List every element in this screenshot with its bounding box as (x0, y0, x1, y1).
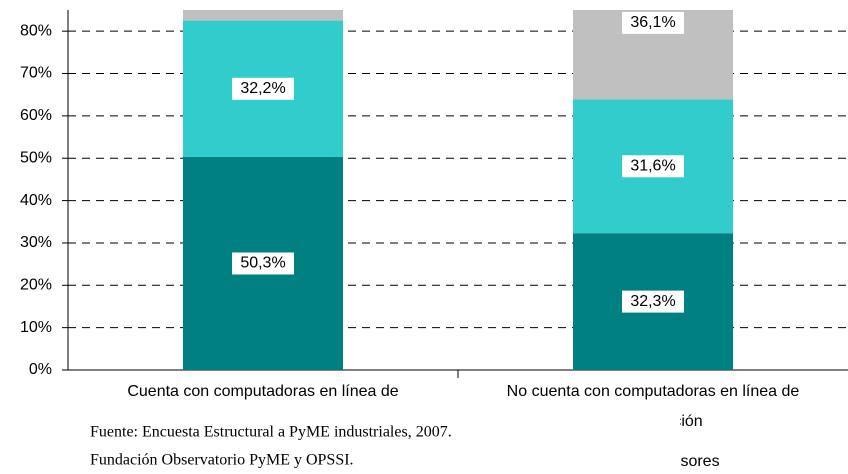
labels: 50,3% 32,2% Cuenta con computadoras en lín… (80, 11, 800, 474)
data-label-box (622, 155, 684, 178)
x-tick-label: No cuenta con computadoras en línea de (507, 383, 800, 400)
data-label-box (622, 11, 684, 34)
source-box (80, 408, 680, 474)
x-tick-label: Cuenta con computadoras en línea de (127, 383, 398, 400)
y-tick-label: 70% (20, 65, 52, 82)
data-label: 32,2% (240, 80, 285, 97)
data-label-box (232, 77, 294, 100)
data-label: 31,6% (630, 158, 675, 175)
y-tick-label: 20% (20, 277, 52, 294)
source-note: Fuente: Encuesta Estructural a PyME indu… (90, 424, 452, 441)
bars (183, 10, 733, 370)
y-tick-label: 50% (20, 149, 52, 166)
data-label: 32,3% (630, 293, 675, 310)
source-note: Fundación Observatorio PyME y OPSSI. (90, 452, 354, 469)
x-label-fragment: ción (673, 413, 702, 430)
data-label-box (232, 252, 294, 275)
data-label-box (622, 290, 684, 313)
x-label-fragment: sores (680, 453, 719, 470)
y-tick-label: 0% (29, 361, 52, 378)
data-label: 36,1% (630, 14, 675, 31)
y-tick-label: 40% (20, 192, 52, 209)
y-tick-label: 80% (20, 22, 52, 39)
data-label: 50,3% (240, 255, 285, 272)
bar-segment (183, 10, 343, 21)
y-tick-label: 30% (20, 234, 52, 251)
y-tick-label: 10% (20, 319, 52, 336)
y-tick-label: 60% (20, 107, 52, 124)
